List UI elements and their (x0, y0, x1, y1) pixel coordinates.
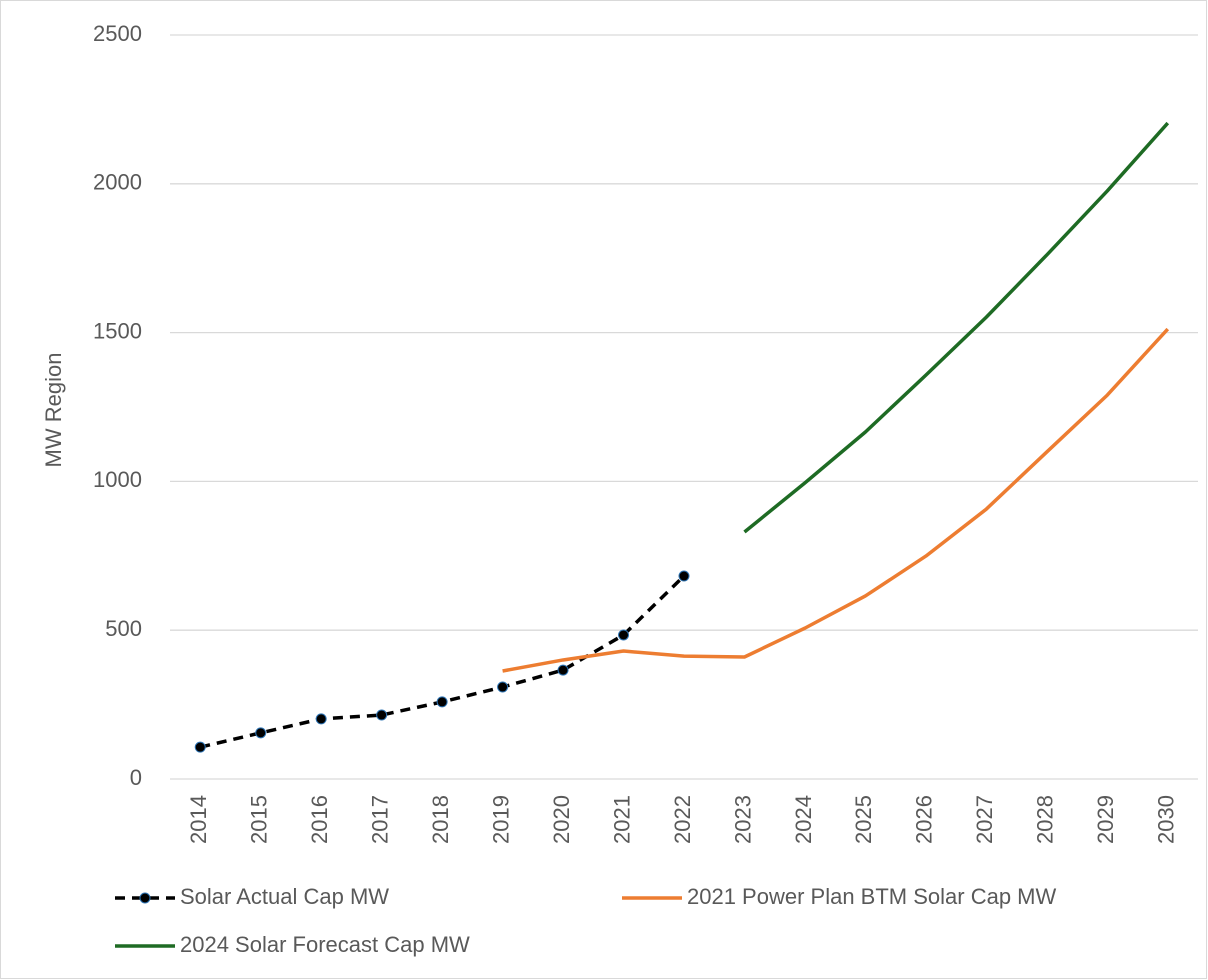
legend-label: Solar Actual Cap MW (180, 884, 389, 909)
data-point (315, 713, 327, 725)
x-tick-label: 2029 (1093, 795, 1118, 844)
y-tick-label: 2000 (93, 170, 142, 195)
data-point (376, 709, 388, 721)
legend-marker (139, 892, 151, 904)
y-axis-title: MW Region (41, 353, 66, 468)
data-point (436, 696, 448, 708)
x-tick-label: 2021 (609, 795, 634, 844)
x-tick-label: 2022 (670, 795, 695, 844)
x-tick-label: 2020 (549, 795, 574, 844)
x-tick-label: 2025 (851, 795, 876, 844)
data-point (255, 727, 267, 739)
x-tick-label: 2017 (367, 795, 392, 844)
y-tick-label: 2500 (93, 21, 142, 46)
y-tick-label: 1000 (93, 467, 142, 492)
x-tick-label: 2030 (1154, 795, 1179, 844)
x-tick-label: 2028 (1033, 795, 1058, 844)
x-tick-label: 2023 (730, 795, 755, 844)
data-point (194, 741, 206, 753)
y-tick-label: 1500 (93, 318, 142, 343)
series-line (502, 327, 1170, 673)
data-point (497, 681, 509, 693)
x-tick-label: 2019 (488, 795, 513, 844)
legend-label: 2021 Power Plan BTM Solar Cap MW (687, 884, 1056, 909)
x-tick-label: 2015 (247, 795, 272, 844)
y-tick-label: 500 (105, 616, 142, 641)
series-line (743, 121, 1170, 534)
data-point (678, 570, 690, 582)
y-tick-label: 0 (130, 765, 142, 790)
x-tick-label: 2014 (186, 795, 211, 844)
x-tick-label: 2016 (307, 795, 332, 844)
legend-label: 2024 Solar Forecast Cap MW (180, 932, 470, 957)
x-tick-label: 2018 (428, 795, 453, 844)
x-tick-label: 2026 (912, 795, 937, 844)
data-point (618, 629, 630, 641)
x-tick-label: 2024 (791, 795, 816, 844)
x-tick-label: 2027 (972, 795, 997, 844)
data-point (557, 664, 569, 676)
